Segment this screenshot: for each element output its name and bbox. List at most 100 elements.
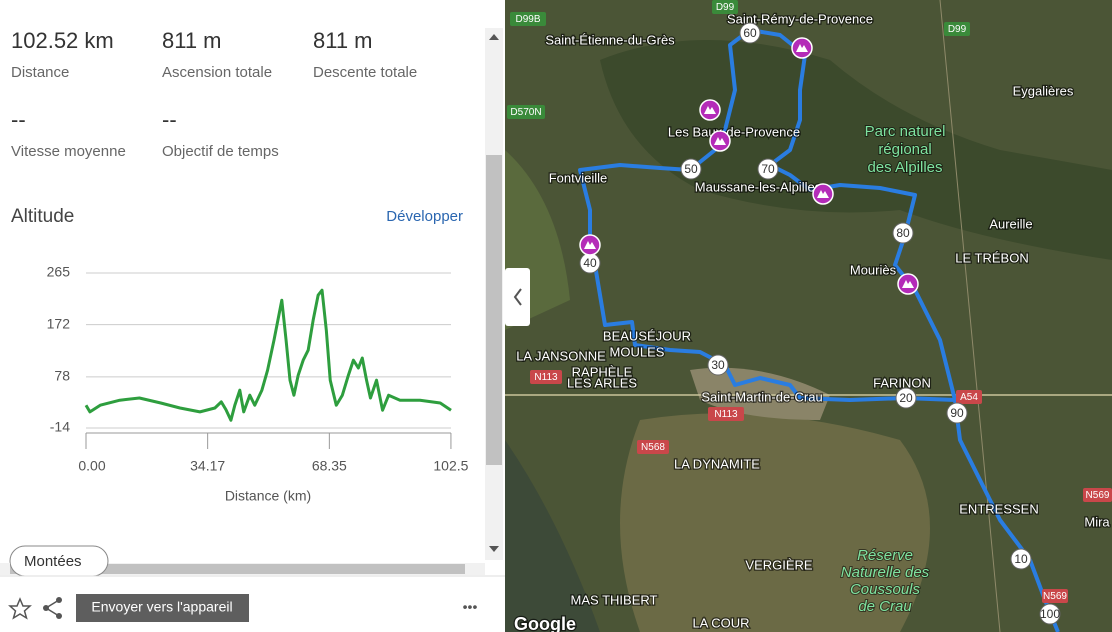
map-label: Saint-Rémy-de-Provence <box>727 11 873 26</box>
road-badge <box>1083 488 1112 502</box>
road-label: N113 <box>714 409 738 420</box>
y-tick-label: 172 <box>47 315 71 331</box>
road-label: D99 <box>948 24 967 35</box>
road-badge <box>507 105 545 119</box>
route <box>578 28 1060 632</box>
km-marker <box>892 222 914 244</box>
map-label: VERGIÈRE <box>745 557 813 572</box>
km-label: 30 <box>711 358 725 372</box>
x-tick-label: 68.35 <box>312 458 347 474</box>
road-badge <box>510 12 546 26</box>
road-badge <box>637 440 669 454</box>
stat-label: Vitesse moyenne <box>11 143 126 160</box>
stat-value: 811 m <box>313 28 373 53</box>
map-label: Fontvieille <box>549 170 608 185</box>
scroll-down[interactable] <box>489 546 499 552</box>
km-label: 10 <box>1014 552 1028 566</box>
climb-glyph <box>902 280 914 288</box>
h-scrollbar-thumb[interactable] <box>10 564 465 574</box>
road-badge <box>530 370 562 384</box>
reserve-label: Coussouls <box>850 581 921 598</box>
park-label: Parc naturel <box>865 123 946 140</box>
map-label: FARINON <box>873 375 931 390</box>
km-marker <box>757 158 779 180</box>
road-label: N113 <box>534 372 558 383</box>
km-marker <box>946 402 968 424</box>
expand-link[interactable]: Développer <box>386 208 463 225</box>
km-marker <box>739 22 761 44</box>
stat-value: -- <box>11 107 26 132</box>
map-label: Mouriès <box>850 262 897 277</box>
map-label: Saint-Étienne-du-Grès <box>545 32 675 47</box>
x-axis-title: Distance (km) <box>225 488 311 504</box>
road-badge <box>1042 589 1068 603</box>
road-label: D99 <box>716 2 735 13</box>
y-tick-label: 78 <box>54 368 70 384</box>
map-label: LA COUR <box>692 615 749 630</box>
km-label: 100 <box>1040 607 1060 621</box>
tab-label: Montées <box>24 553 82 570</box>
stat-value: 811 m <box>162 28 222 53</box>
km-marker <box>1039 603 1061 625</box>
km-marker <box>1010 548 1032 570</box>
climb-glyph <box>584 241 596 249</box>
send-button[interactable] <box>76 594 249 622</box>
road-badge <box>712 0 738 14</box>
map-label: ENTRESSEN <box>959 501 1038 516</box>
map-label: Aureille <box>989 216 1032 231</box>
road-badge <box>944 22 970 36</box>
climb-glyph <box>714 137 726 145</box>
reserve-label: Naturelle des <box>841 564 930 581</box>
altitude-line <box>84 288 452 422</box>
map-label: Les Baux-de-Provence <box>668 124 800 139</box>
stat-value: -- <box>162 107 177 132</box>
map-label: LES ARLES <box>567 375 637 390</box>
x-tick-label: 0.00 <box>78 458 105 474</box>
road-label: N568 <box>641 442 665 453</box>
map-overlay: Saint-Rémy-de-Provence Saint-Étienne-du-G… <box>507 0 1112 632</box>
x-tick-label: 34.17 <box>190 458 225 474</box>
map-label: MOULES <box>610 344 665 359</box>
scrollbar-thumb[interactable] <box>486 155 502 465</box>
stat-label: Distance <box>11 64 69 81</box>
side-panel <box>0 0 505 632</box>
km-label: 60 <box>743 26 757 40</box>
altitude-heading: Altitude <box>11 206 74 227</box>
road-label: N569 <box>1086 490 1110 501</box>
km-label: 40 <box>583 256 597 270</box>
x-tick-label: 102.5 <box>433 458 468 474</box>
climb-glyph <box>817 190 829 198</box>
map-label: BEAUSÉJOUR <box>603 328 691 343</box>
road-label: D570N <box>510 107 541 118</box>
y-tick-label: -14 <box>50 419 70 435</box>
stat-label: Descente totale <box>313 64 417 81</box>
road-label: A54 <box>960 392 978 403</box>
reserve-label: de Crau <box>858 598 912 615</box>
collapse-panel-button[interactable] <box>505 268 530 326</box>
map-label: LE TRÉBON <box>955 250 1028 265</box>
more-button[interactable]: ••• <box>463 599 478 615</box>
collapse-icon <box>513 288 522 306</box>
road-label: D99B <box>515 14 540 25</box>
km-marker <box>707 354 729 376</box>
km-label: 20 <box>899 391 913 405</box>
stat-label: Ascension totale <box>162 64 272 81</box>
road-label: N569 <box>1043 591 1067 602</box>
share-button[interactable] <box>43 597 62 619</box>
climb-glyph <box>796 44 808 52</box>
km-label: 90 <box>950 406 964 420</box>
map-label: LA JANSONNE <box>516 348 606 363</box>
stat-label: Objectif de temps <box>162 143 279 160</box>
km-label: 70 <box>761 162 775 176</box>
km-marker <box>680 158 702 180</box>
reserve-label: Réserve <box>857 547 913 564</box>
km-label: 50 <box>684 162 698 176</box>
y-tick-label: 265 <box>47 264 71 280</box>
map-terrain <box>505 0 1112 632</box>
map-label: MAS THIBERT <box>571 592 658 607</box>
road-badge <box>956 390 982 404</box>
scroll-up[interactable] <box>489 34 499 40</box>
km-marker <box>895 387 917 409</box>
favorite-button[interactable] <box>8 597 32 620</box>
